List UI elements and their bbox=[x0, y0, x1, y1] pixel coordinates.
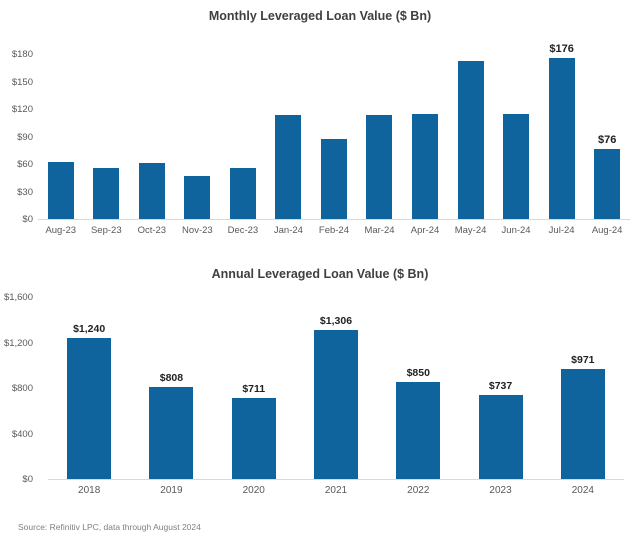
bar bbox=[184, 175, 211, 219]
data-label: $176 bbox=[549, 42, 574, 55]
data-label: $808 bbox=[159, 372, 184, 385]
x-axis-tick-label: Nov-23 bbox=[182, 225, 213, 236]
bar bbox=[138, 163, 165, 219]
bar-column bbox=[266, 115, 312, 219]
bar-column bbox=[175, 175, 221, 219]
x-axis-tick-label: Mar-24 bbox=[364, 225, 395, 236]
chart-title: Monthly Leveraged Loan Value ($ Bn) bbox=[208, 9, 432, 23]
x-axis-tick-label: Aug-24 bbox=[591, 225, 623, 236]
plot-wrap: $180 $150 $120 $90 $60 $30 $0 $176 $76 bbox=[0, 43, 640, 225]
x-axis-tick-label: 2023 bbox=[489, 485, 512, 496]
data-label: $76 bbox=[597, 134, 617, 147]
bar bbox=[313, 330, 358, 479]
bar bbox=[548, 57, 575, 219]
y-axis-tick-label: $150 bbox=[11, 76, 33, 88]
y-axis-tick-label: $180 bbox=[11, 49, 33, 60]
y-axis-tick-label: $60 bbox=[17, 159, 33, 170]
y-axis-tick-label: $90 bbox=[17, 131, 33, 143]
bar-column bbox=[129, 163, 175, 219]
y-axis: $1,600 $1,200 $800 $400 $0 bbox=[0, 292, 38, 485]
y-axis-tick-label: $0 bbox=[22, 214, 33, 225]
bar bbox=[229, 167, 256, 219]
bar bbox=[594, 149, 621, 219]
bar bbox=[275, 115, 302, 219]
bar bbox=[478, 395, 523, 479]
x-axis-tick-label: Apr-24 bbox=[410, 225, 440, 236]
plot-area: $1,240 $808 $711 $1,306 $850 $737 $971 bbox=[48, 298, 624, 480]
bar-column bbox=[220, 167, 266, 219]
x-axis-tick-label: 2021 bbox=[324, 485, 348, 496]
y-axis-tick-label: $1,200 bbox=[3, 337, 33, 349]
plot-wrap: $1,600 $1,200 $800 $400 $0 $1,240 $808 $711 $1,… bbox=[0, 292, 640, 485]
bar-column: $971 bbox=[542, 354, 624, 479]
x-axis-tick-label: 2024 bbox=[571, 485, 594, 496]
source-note: Source: Refinitiv LPC, data through Augu… bbox=[18, 522, 201, 532]
y-axis-tick-label: $0 bbox=[22, 474, 33, 485]
data-label: $711 bbox=[242, 383, 266, 396]
x-axis-tick-label: Dec-23 bbox=[227, 225, 259, 236]
x-axis-tick-label: Feb-24 bbox=[318, 225, 349, 236]
bar bbox=[457, 61, 484, 219]
x-axis-tick-label: Jan-24 bbox=[273, 225, 303, 236]
x-axis-tick-label: Jun-24 bbox=[501, 225, 531, 236]
y-axis-tick-label: $30 bbox=[17, 186, 33, 198]
bar-column: $808 bbox=[130, 372, 212, 479]
y-axis-tick-label: $120 bbox=[11, 104, 33, 115]
x-axis: 2018 2019 2020 2021 2022 2023 2024 bbox=[48, 480, 624, 496]
bar-column bbox=[84, 167, 130, 219]
bar-column: $76 bbox=[584, 134, 630, 219]
bar-column bbox=[448, 61, 494, 219]
bar-column: $176 bbox=[539, 43, 585, 219]
x-axis-tick-label: 2022 bbox=[407, 485, 430, 496]
bar-column bbox=[402, 113, 448, 219]
bar bbox=[503, 113, 530, 219]
data-label: $971 bbox=[571, 353, 595, 366]
y-axis-tick-label: $800 bbox=[11, 383, 33, 394]
data-label: $1,306 bbox=[319, 315, 353, 328]
x-axis-tick-label: Sep-23 bbox=[90, 225, 122, 236]
bar-column bbox=[311, 139, 357, 219]
x-axis: Aug-23 Sep-23 Oct-23 Nov-23 Dec-23 Jan-24 Feb-… bbox=[38, 220, 630, 236]
bar-column bbox=[38, 162, 84, 219]
data-label: $737 bbox=[488, 380, 513, 393]
y-axis: $180 $150 $120 $90 $60 $30 $0 bbox=[0, 49, 38, 225]
x-axis-tick-label: Jul-24 bbox=[548, 225, 575, 236]
bar-column bbox=[357, 115, 403, 219]
x-axis-tick-label: 2018 bbox=[78, 485, 101, 496]
x-axis-tick-label: Oct-23 bbox=[137, 225, 167, 236]
y-axis-tick-label: $1,600 bbox=[3, 292, 33, 303]
monthly-loan-value-chart: Monthly Leveraged Loan Value ($ Bn) $180… bbox=[0, 0, 640, 236]
bar bbox=[560, 368, 605, 479]
bar-column: $1,240 bbox=[48, 323, 130, 479]
y-axis-tick-label: $400 bbox=[11, 428, 33, 440]
data-label: $850 bbox=[406, 367, 430, 380]
bar-column: $1,306 bbox=[295, 315, 377, 479]
bar bbox=[149, 387, 194, 479]
bar bbox=[396, 382, 441, 479]
bar bbox=[366, 115, 393, 219]
plot-area: $176 $76 bbox=[38, 43, 630, 220]
annual-loan-value-chart: Annual Leveraged Loan Value ($ Bn) $1,60… bbox=[0, 266, 640, 496]
bar-column bbox=[493, 113, 539, 219]
chart-title: Annual Leveraged Loan Value ($ Bn) bbox=[211, 267, 429, 281]
bar bbox=[231, 398, 276, 479]
bar-column: $737 bbox=[459, 380, 541, 479]
bar-column: $850 bbox=[377, 367, 459, 479]
x-axis-tick-label: Aug-23 bbox=[45, 225, 77, 236]
bar bbox=[67, 337, 112, 479]
bar bbox=[320, 139, 347, 219]
bar-column: $711 bbox=[213, 383, 295, 479]
bar bbox=[412, 113, 439, 219]
bar bbox=[47, 162, 74, 219]
bar bbox=[93, 167, 120, 219]
x-axis-tick-label: May-24 bbox=[454, 225, 487, 236]
x-axis-tick-label: 2020 bbox=[242, 485, 265, 496]
x-axis-tick-label: 2019 bbox=[160, 485, 183, 496]
data-label: $1,240 bbox=[73, 322, 106, 335]
